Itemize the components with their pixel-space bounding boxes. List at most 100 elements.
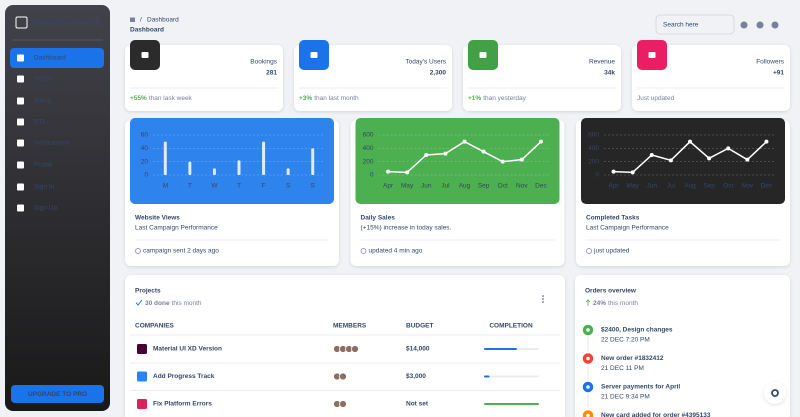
point [707, 156, 712, 161]
stat-change-note: than yesterday [483, 95, 526, 102]
progress-bar [484, 375, 490, 378]
chart-subtitle: Last Campaign Performance [586, 225, 669, 232]
x-tick-label: Sep [478, 183, 490, 190]
x-tick-label: Apr [608, 183, 619, 190]
search-box[interactable] [655, 14, 735, 35]
nav-item: Sign Up [34, 205, 58, 212]
timeline-glyph [586, 356, 590, 361]
nav-item: Tables [34, 76, 54, 83]
nav-item: Dashboard [34, 55, 66, 62]
projects-summary: 30 done this month [145, 300, 202, 307]
timeline-glyph [586, 385, 590, 389]
chart-footer: campaign sent 2 days ago [143, 248, 219, 255]
y-tick-label: 0 [144, 172, 148, 179]
chart-subtitle: (+15%) increase in today sales. [361, 225, 452, 232]
x-tick-label: Aug [459, 183, 471, 190]
bar [188, 161, 192, 175]
stat-change: +1% than yesterday [468, 95, 527, 102]
projects-title: Projects [135, 288, 161, 295]
nav-active[interactable] [10, 48, 104, 68]
x-tick-label: W [211, 183, 218, 190]
x-tick-label: Oct [498, 183, 508, 190]
point [668, 158, 673, 163]
nav-icon [17, 75, 24, 83]
x-tick-label: Sep [703, 183, 715, 190]
chart-panel [581, 118, 785, 204]
point [481, 149, 486, 154]
chart-panel [130, 118, 334, 204]
stat-change-value: +3% [299, 95, 312, 102]
stat-change-value: +1% [468, 95, 481, 102]
x-tick-label: Dec [761, 183, 773, 190]
stat-change: +3% than last month [299, 95, 359, 102]
stat-card [294, 45, 452, 111]
stat-label: Revenue [589, 59, 615, 66]
y-tick-label: 200 [588, 158, 599, 165]
stat-card [632, 45, 790, 111]
y-tick-label: 600 [588, 132, 599, 139]
x-tick-label: Oct [723, 183, 733, 190]
menu-dot[interactable] [542, 301, 544, 303]
y-tick-label: 600 [363, 132, 374, 139]
point [386, 169, 391, 174]
budget: Not set [406, 401, 429, 408]
chart-footer: just updated [593, 248, 630, 255]
point [764, 139, 769, 144]
point [649, 153, 654, 157]
timeline-icon [581, 408, 595, 417]
stat-label: Today's Users [405, 59, 446, 66]
point [424, 153, 429, 157]
clock-icon [135, 248, 141, 254]
menu-dot[interactable] [542, 298, 544, 300]
y-tick-label: 200 [363, 158, 374, 165]
order-title: New card added for order #4395133 [601, 412, 711, 417]
y-tick-label: 400 [363, 145, 374, 152]
budget: $14,000 [406, 346, 430, 353]
y-tick-label: 0 [595, 172, 599, 179]
point [688, 139, 692, 144]
menu-dot[interactable] [542, 295, 544, 297]
chart-title: Daily Sales [361, 215, 396, 222]
breadcrumb-separator: / [140, 17, 142, 24]
order-title: Server payments for April [601, 384, 680, 391]
point [405, 170, 410, 175]
x-tick-label: Apr [383, 183, 394, 190]
point [538, 139, 543, 144]
upgrade-button[interactable] [11, 385, 104, 403]
x-tick-label: S [286, 183, 291, 190]
company-name: Fix Platform Errors [153, 401, 212, 408]
point [443, 151, 448, 156]
stat-change-note: than last month [314, 95, 359, 102]
y-tick-label: 20 [141, 158, 149, 165]
stat-change: Just updated [637, 95, 675, 102]
y-tick-label: 60 [141, 132, 149, 139]
nav-item: Sign In [34, 184, 55, 191]
sidebar [5, 5, 110, 411]
x-tick-label: May [401, 183, 414, 190]
x-tick-label: Aug [684, 183, 696, 190]
order-title: $2400, Design changes [601, 327, 673, 334]
stat-value: 2,300 [430, 70, 447, 77]
nav-icon [17, 118, 24, 126]
x-tick-label: Nov [516, 183, 528, 190]
member-avatar [351, 345, 359, 353]
column-header: BUDGET [406, 323, 433, 330]
settings-button[interactable] [764, 382, 786, 404]
stat-change: +55% than lask week [130, 95, 193, 102]
upgrade-label: UPGRADE TO PRO [28, 391, 87, 398]
header-icon[interactable] [756, 21, 764, 29]
y-tick-label: 40 [141, 145, 149, 152]
orders-period: this month [608, 300, 638, 307]
orders-card [575, 275, 790, 417]
header-icon[interactable] [771, 21, 779, 29]
stat-value: 281 [266, 70, 277, 77]
x-tick-label: May [627, 183, 640, 190]
bar [163, 141, 167, 175]
nav-icon [17, 97, 24, 105]
chart-subtitle: Last Campaign Performance [135, 225, 218, 232]
header-icon[interactable] [740, 21, 748, 29]
timeline-glyph [586, 413, 590, 417]
company-icon [137, 371, 147, 382]
budget: $3,000 [406, 373, 426, 380]
